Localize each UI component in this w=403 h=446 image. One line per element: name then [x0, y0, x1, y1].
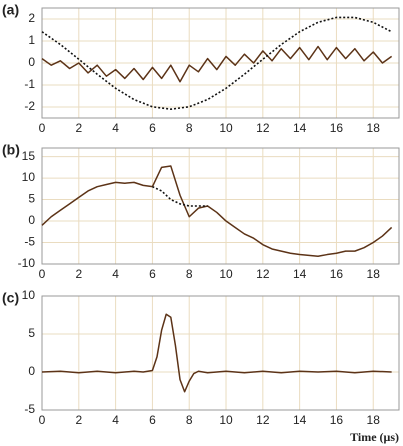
x-tick-label: 8 [186, 413, 193, 427]
x-tick-label: 2 [75, 121, 82, 135]
y-tick-label: -1 [24, 77, 35, 91]
data-line [41, 165, 393, 258]
x-tick-label: 4 [112, 121, 119, 135]
x-tick-label: 18 [367, 413, 381, 427]
x-tick-label: 0 [39, 267, 46, 281]
x-tick-label: 0 [39, 121, 46, 135]
y-tick-label: -10 [18, 256, 36, 270]
x-tick-label: 14 [293, 267, 307, 281]
plot-frame [41, 7, 400, 119]
x-tick-label: 12 [256, 121, 270, 135]
y-tick-label: 1 [28, 33, 35, 47]
x-axis-label: Time (μs) [350, 430, 399, 444]
y-tick-label: 10 [22, 288, 36, 302]
x-tick-label: 8 [186, 267, 193, 281]
panel-label: (a) [2, 2, 19, 18]
x-tick-label: 6 [149, 267, 156, 281]
x-tick-label: 14 [293, 121, 307, 135]
plot-frame [41, 147, 400, 265]
data-line [41, 313, 392, 393]
x-tick-label: 18 [367, 267, 381, 281]
y-tick-label: 5 [28, 326, 35, 340]
y-tick-label: 0 [28, 55, 35, 69]
x-tick-label: 4 [112, 267, 119, 281]
y-tick-label: 5 [28, 192, 35, 206]
y-tick-label: 10 [22, 170, 36, 184]
data-line [152, 185, 208, 207]
y-tick-label: 0 [28, 213, 35, 227]
x-tick-label: 12 [256, 267, 270, 281]
x-tick-label: 4 [112, 413, 119, 427]
x-tick-label: 8 [186, 121, 193, 135]
y-tick-label: 15 [22, 149, 36, 163]
y-tick-label: 0 [28, 364, 35, 378]
x-tick-label: 2 [75, 267, 82, 281]
x-tick-label: 12 [256, 413, 270, 427]
y-tick-label: -5 [24, 235, 35, 249]
x-tick-label: 6 [149, 121, 156, 135]
x-tick-label: 2 [75, 413, 82, 427]
x-tick-label: 14 [293, 413, 307, 427]
x-tick-label: 10 [219, 413, 233, 427]
data-line [41, 16, 393, 110]
panel-label: (b) [2, 142, 20, 158]
x-tick-label: 10 [219, 121, 233, 135]
x-tick-label: 0 [39, 413, 46, 427]
x-tick-label: 16 [330, 121, 344, 135]
x-tick-label: 18 [367, 121, 381, 135]
y-tick-label: -2 [24, 99, 35, 113]
x-tick-label: 16 [330, 267, 344, 281]
plot-frame [41, 295, 400, 411]
y-tick-label: -5 [24, 402, 35, 416]
x-tick-label: 6 [149, 413, 156, 427]
data-line [41, 45, 393, 83]
x-tick-label: 10 [219, 267, 233, 281]
x-tick-label: 16 [330, 413, 344, 427]
panel-label: (c) [2, 290, 19, 306]
y-tick-label: 2 [28, 11, 35, 25]
